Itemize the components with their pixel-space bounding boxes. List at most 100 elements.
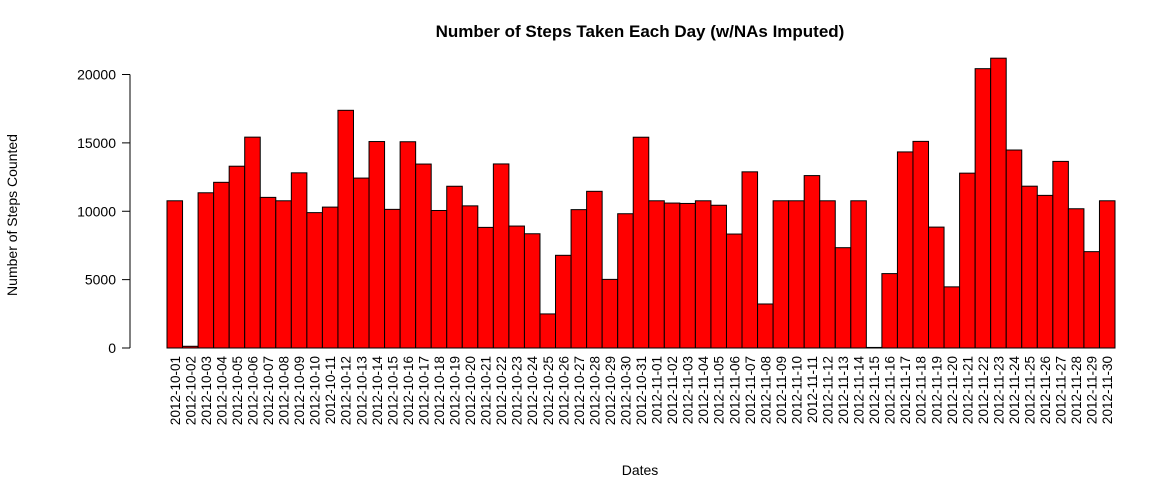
bar (182, 345, 199, 349)
x-tick-label: 2012-10-17 (416, 356, 431, 425)
bar (663, 202, 681, 349)
x-tick-label: 2012-11-23 (991, 356, 1006, 424)
x-tick-label: 2012-10-16 (401, 356, 416, 425)
bar (492, 163, 510, 349)
x-tick-label: 2012-10-15 (385, 356, 400, 425)
x-tick-label: 2012-11-03 (681, 356, 696, 424)
bar (446, 185, 463, 349)
x-tick-label: 2012-11-15 (867, 356, 882, 424)
bar (959, 172, 976, 349)
bar (384, 208, 401, 349)
x-tick-label: 2012-11-04 (696, 356, 711, 425)
bar (881, 273, 898, 349)
chart-title: Number of Steps Taken Each Day (w/NAs Im… (436, 22, 845, 41)
bar (757, 303, 774, 349)
x-tick-label: 2012-11-02 (665, 356, 680, 424)
bar (1005, 149, 1023, 349)
x-tick-label: 2012-11-27 (1054, 356, 1069, 424)
bar (1021, 185, 1038, 349)
x-tick-label: 2012-10-02 (183, 356, 198, 425)
x-tick-label: 2012-11-29 (1085, 356, 1100, 424)
bar (1083, 251, 1100, 349)
bar (974, 68, 992, 349)
bar (617, 213, 634, 349)
bar (321, 206, 339, 349)
bar (803, 175, 821, 349)
x-tick-label: 2012-10-13 (354, 356, 369, 425)
bar (570, 209, 588, 349)
x-tick-label: 2012-10-28 (587, 356, 602, 425)
x-tick-label: 2012-11-17 (898, 356, 913, 424)
x-tick-label: 2012-10-29 (603, 356, 618, 425)
bar (244, 136, 261, 349)
x-tick-label: 2012-10-07 (261, 356, 276, 425)
x-tick-label: 2012-10-11 (323, 356, 338, 424)
x-tick-label: 2012-10-18 (432, 356, 447, 425)
bar (912, 140, 930, 349)
bar (648, 200, 665, 349)
y-tick-label: 10000 (77, 203, 116, 219)
x-tick-label: 2012-10-23 (510, 356, 525, 425)
bar (1067, 208, 1085, 349)
bar (819, 200, 836, 349)
bar (197, 192, 215, 349)
x-tick-label: 2012-11-06 (727, 356, 742, 424)
x-tick-label: 2012-10-30 (618, 356, 633, 425)
bar (430, 209, 448, 349)
x-tick-label: 2012-11-01 (650, 356, 665, 424)
x-tick-label: 2012-11-18 (914, 356, 929, 424)
bar (461, 205, 479, 349)
y-axis-label: Number of Steps Counted (4, 134, 20, 296)
x-tick-label: 2012-10-14 (370, 356, 385, 426)
x-axis-label: Dates (622, 462, 659, 478)
bar (1052, 160, 1069, 349)
x-tick-label: 2012-10-26 (556, 356, 571, 425)
x-tick-label: 2012-10-20 (463, 356, 478, 425)
x-tick-labels: 2012-10-01 2012-10-02 2012-10-03 2012-10-04… (168, 356, 1115, 426)
bar (555, 254, 572, 349)
x-tick-label: 2012-11-16 (883, 356, 898, 424)
bar (477, 226, 494, 349)
bar (865, 346, 883, 349)
y-tick-label: 15000 (77, 135, 116, 151)
bar (337, 109, 354, 349)
x-tick-label: 2012-11-20 (945, 356, 960, 424)
bar (990, 57, 1007, 349)
bar (259, 196, 277, 349)
bar (213, 181, 230, 349)
bar (694, 200, 712, 349)
x-tick-label: 2012-11-07 (743, 356, 758, 424)
bar (679, 202, 696, 349)
x-tick-label: 2012-11-19 (929, 356, 944, 424)
x-tick-label: 2012-11-10 (789, 356, 804, 424)
bar (352, 177, 370, 349)
x-tick-label: 2012-11-08 (758, 356, 773, 424)
bar (166, 200, 184, 349)
x-tick-label: 2012-10-24 (525, 356, 540, 426)
bar (508, 225, 525, 349)
x-tick-label: 2012-10-19 (448, 356, 463, 425)
bar (741, 171, 759, 349)
bar (399, 141, 417, 349)
bar (275, 200, 292, 349)
bar (523, 233, 541, 349)
x-tick-label: 2012-11-12 (820, 356, 835, 424)
bar (788, 200, 805, 349)
x-tick-label: 2012-11-22 (976, 356, 991, 424)
x-tick-label: 2012-11-05 (712, 356, 727, 424)
x-tick-label: 2012-11-25 (1023, 356, 1038, 424)
x-tick-label: 2012-10-22 (494, 356, 509, 425)
x-tick-label: 2012-11-14 (852, 356, 867, 425)
bar (896, 151, 914, 349)
x-tick-label: 2012-11-21 (960, 356, 975, 424)
x-tick-label: 2012-10-01 (168, 356, 183, 425)
bar (834, 247, 852, 349)
bar (850, 200, 867, 349)
x-tick-label: 2012-11-13 (836, 356, 851, 424)
y-tick-label: 0 (108, 340, 116, 356)
x-tick-label: 2012-11-28 (1069, 356, 1084, 424)
bar (928, 226, 945, 349)
x-tick-label: 2012-10-27 (572, 356, 587, 425)
bars-group (166, 57, 1116, 349)
